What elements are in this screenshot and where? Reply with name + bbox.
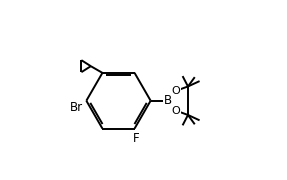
Text: O: O: [172, 86, 180, 96]
Text: B: B: [164, 94, 172, 107]
Text: F: F: [133, 132, 140, 145]
Text: Br: Br: [70, 101, 83, 114]
Text: O: O: [172, 105, 180, 116]
